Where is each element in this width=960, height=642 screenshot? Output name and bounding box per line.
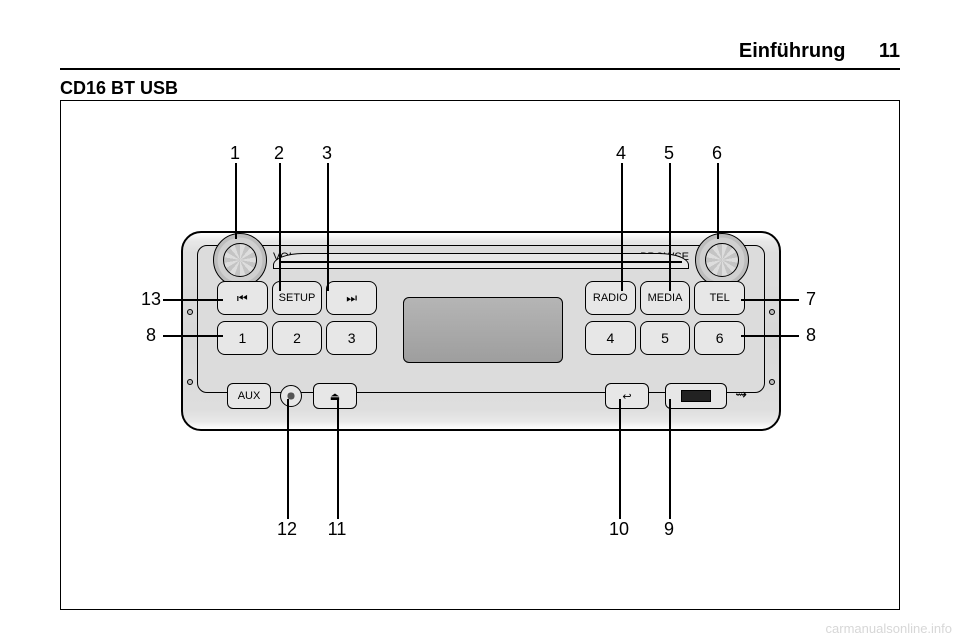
leader-line [163,335,223,337]
left-button-panel: ⏮ SETUP ⏭ 1 2 3 [217,281,377,371]
callout-number: 7 [799,289,823,310]
prev-button: ⏮ [217,281,268,315]
media-button: MEDIA [640,281,691,315]
callout-number: 6 [705,143,729,164]
callout-number: 8 [139,325,163,346]
leader-line [287,399,289,519]
watermark: carmanualsonline.info [826,621,952,636]
radio-body: VOL BROWSE ⏮ SETUP ⏭ 1 2 3 R [181,231,781,431]
preset-6-button: 6 [694,321,745,355]
leader-line [741,299,799,301]
diagram-frame: VOL BROWSE ⏮ SETUP ⏭ 1 2 3 R [60,100,900,610]
callout-number: 12 [275,519,299,540]
radio-button: RADIO [585,281,636,315]
preset-2-button: 2 [272,321,323,355]
callout-number: 13 [139,289,163,310]
aux-label: AUX [227,383,271,409]
page-number: 11 [879,40,900,62]
browse-knob [695,233,749,287]
display-screen [403,297,563,363]
tel-button: TEL [694,281,745,315]
screw-icon [769,379,775,385]
callout-number: 11 [325,519,349,540]
leader-line [741,335,799,337]
back-button: ↩ [605,383,649,409]
leader-line [619,399,621,519]
leader-line [621,163,623,291]
volume-knob [213,233,267,287]
cd-slot [273,253,689,269]
next-button: ⏭ [326,281,377,315]
callout-number: 2 [267,143,291,164]
leader-line [327,163,329,291]
page-subtitle: CD16 BT USB [60,78,178,99]
callout-number: 5 [657,143,681,164]
screw-icon [769,309,775,315]
callout-number: 1 [223,143,247,164]
preset-4-button: 4 [585,321,636,355]
leader-line [235,163,237,239]
usb-port [665,383,727,409]
callout-number: 8 [799,325,823,346]
leader-line [669,399,671,519]
callout-number: 10 [607,519,631,540]
header-rule [60,68,900,70]
aux-jack [280,385,302,407]
preset-1-button: 1 [217,321,268,355]
section-title: Einführung [739,40,846,62]
leader-line [163,299,223,301]
preset-3-button: 3 [326,321,377,355]
callout-number: 3 [315,143,339,164]
leader-line [669,163,671,291]
callout-number: 4 [609,143,633,164]
preset-5-button: 5 [640,321,691,355]
leader-line [337,399,339,519]
screw-icon [187,379,193,385]
eject-button: ⏏ [313,383,357,409]
leader-line [279,163,281,291]
usb-icon: ⇝ [735,386,747,403]
leader-line [717,163,719,239]
right-button-panel: RADIO MEDIA TEL 4 5 6 [585,281,745,371]
screw-icon [187,309,193,315]
callout-number: 9 [657,519,681,540]
